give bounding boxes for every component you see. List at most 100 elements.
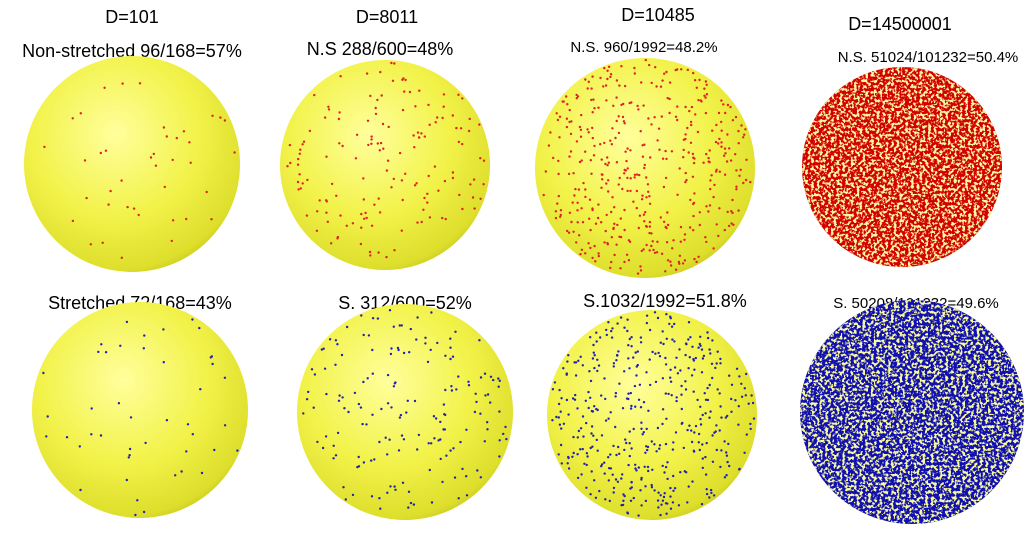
dot (441, 216, 444, 220)
dot (436, 116, 439, 119)
dot (397, 348, 400, 352)
dot (567, 172, 571, 176)
dot (363, 217, 366, 220)
dot (566, 462, 569, 465)
dot (600, 158, 603, 161)
dot (716, 350, 719, 353)
dot (505, 437, 508, 441)
dot (699, 417, 702, 421)
dot (657, 127, 661, 130)
dot (576, 95, 580, 98)
dot (603, 472, 606, 475)
dot (661, 157, 665, 160)
dot (611, 327, 614, 330)
dot (322, 347, 325, 350)
dot (709, 187, 712, 191)
dot (728, 147, 731, 150)
dot (738, 375, 741, 378)
dot (449, 346, 452, 349)
dot (690, 429, 693, 432)
dot (734, 153, 737, 156)
dot (729, 159, 733, 162)
dot (570, 120, 573, 123)
dot (301, 182, 304, 185)
dot (572, 435, 575, 439)
dot (588, 198, 592, 201)
dot (652, 248, 655, 252)
dot (589, 446, 592, 450)
dot (599, 143, 602, 146)
dot (302, 412, 305, 415)
dot (585, 452, 589, 455)
dot (386, 402, 390, 405)
dot (663, 72, 666, 75)
dot (474, 392, 477, 395)
dot (109, 189, 112, 193)
dot (449, 337, 452, 340)
dot (670, 394, 673, 397)
dot (391, 79, 395, 83)
dot (397, 449, 401, 452)
dot (365, 216, 368, 220)
dot (585, 463, 588, 467)
dot (665, 337, 668, 340)
dot (589, 493, 592, 496)
dot (705, 205, 708, 208)
dot (593, 366, 596, 370)
dot (673, 487, 677, 490)
dot (378, 149, 381, 152)
dot (616, 322, 619, 325)
dot (669, 495, 672, 498)
dot (641, 194, 644, 197)
dot (636, 363, 639, 367)
dot (714, 366, 717, 370)
dot (557, 172, 560, 176)
dot (643, 465, 646, 468)
dot (366, 119, 370, 123)
dot (467, 129, 471, 133)
dot (559, 209, 563, 212)
dot (750, 394, 753, 397)
dot (547, 144, 551, 147)
dot (680, 422, 683, 425)
dot (338, 111, 341, 114)
dot (659, 513, 662, 517)
dot (678, 348, 681, 351)
dot (630, 404, 633, 408)
dot (590, 172, 593, 175)
dot (626, 147, 629, 150)
dot (143, 334, 146, 337)
dot (664, 356, 667, 360)
dot (595, 331, 598, 334)
dot (718, 429, 721, 432)
dot (726, 414, 729, 418)
dot (398, 416, 402, 419)
dot (614, 425, 617, 429)
dot (715, 448, 718, 452)
dot (289, 161, 292, 165)
dot (686, 126, 689, 130)
dot (709, 410, 712, 413)
dot (170, 239, 173, 243)
dot (645, 314, 649, 317)
dot (632, 356, 635, 359)
dot (644, 211, 647, 214)
dot (749, 427, 752, 431)
dot (666, 223, 670, 227)
dot (307, 390, 310, 394)
dot (625, 159, 628, 163)
dot (394, 381, 397, 384)
dot (365, 423, 368, 426)
dot (637, 108, 640, 111)
dot (645, 371, 648, 374)
dot (562, 367, 565, 370)
dot (735, 169, 738, 172)
dot (559, 215, 562, 218)
dot (362, 380, 365, 384)
dot (604, 397, 607, 401)
dot (362, 461, 366, 464)
sphere-texture (800, 300, 1024, 524)
dot (127, 456, 130, 459)
dot (656, 499, 660, 502)
dot (370, 138, 373, 141)
